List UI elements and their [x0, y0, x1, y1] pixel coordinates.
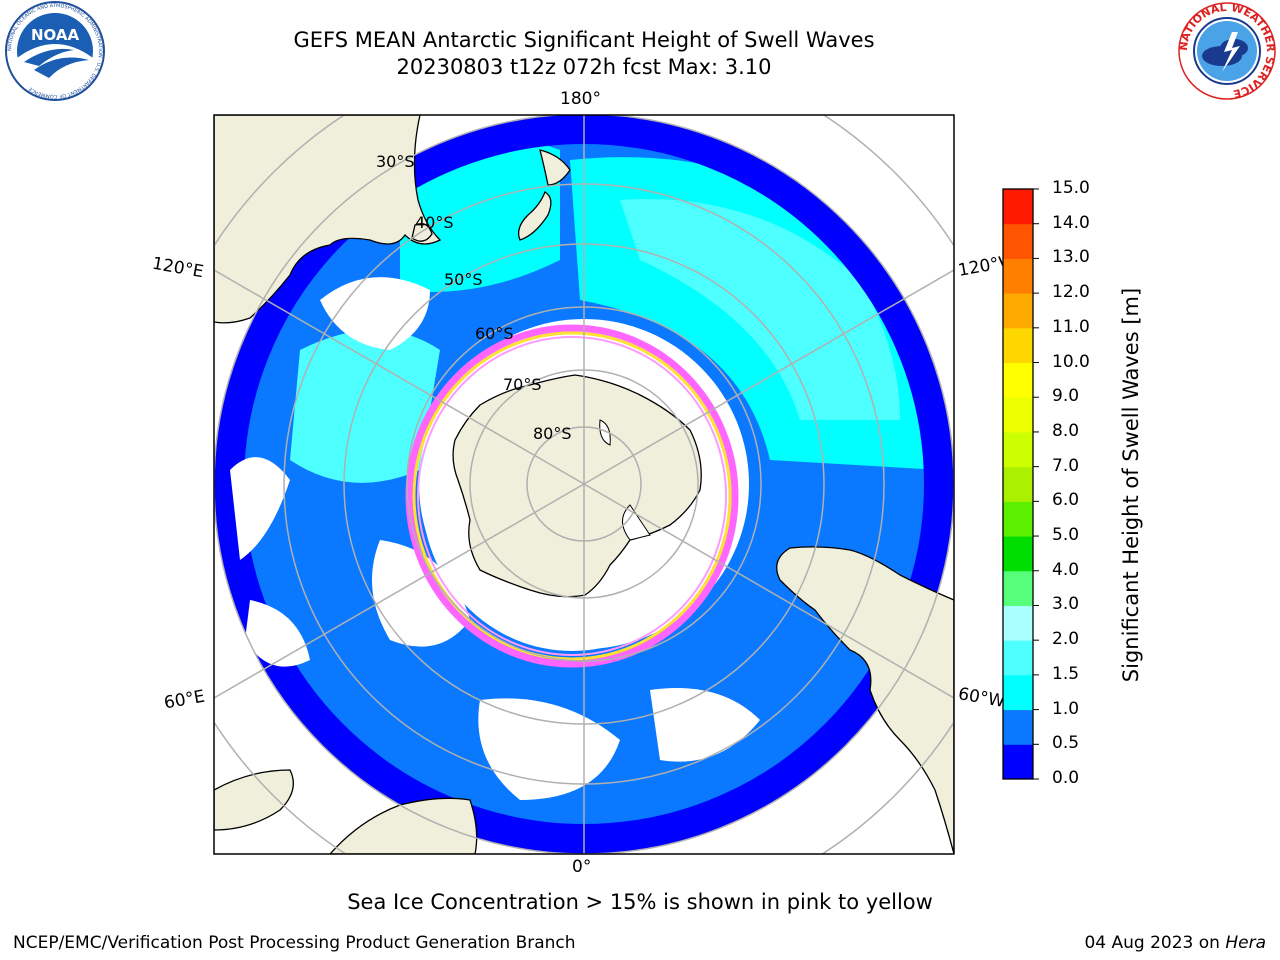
lat-label-50s: 50°S — [444, 270, 483, 289]
lat-label-30s: 30°S — [376, 152, 415, 171]
colorbar-tick-label: 1.0 — [1052, 698, 1080, 719]
national-weather-service-logo-icon: NATIONAL WEATHER SERVICE — [1177, 1, 1277, 101]
colorbar-swatch — [1003, 640, 1033, 676]
colorbar-swatch — [1003, 397, 1033, 433]
noaa-logo-icon: NOAA NATIONAL OCEANIC AND ATMOSPHERIC AD… — [5, 1, 105, 101]
colorbar-swatch — [1003, 327, 1033, 364]
colorbar-swatch — [1003, 431, 1033, 468]
map-title: GEFS MEAN Antarctic Significant Height o… — [293, 28, 875, 52]
lon-label-0: 0° — [572, 857, 592, 877]
colorbar-tick-label: 11.0 — [1052, 316, 1090, 337]
colorbar-tick-label: 8.0 — [1052, 420, 1080, 441]
land-areas — [214, 115, 954, 854]
map-frame — [213, 114, 955, 855]
colorbar-tick-label: 7.0 — [1052, 455, 1080, 476]
lat-label-70s: 70°S — [503, 375, 542, 394]
colorbar-swatch — [1003, 189, 1033, 225]
footer-date: 04 Aug 2023 on Hera — [1084, 933, 1266, 953]
colorbar-tick-label: 2.0 — [1052, 629, 1080, 650]
colorbar-swatch — [1003, 536, 1033, 572]
colorbar-swatch — [1003, 501, 1033, 537]
colorbar-tick-label: 0.5 — [1052, 733, 1080, 754]
noaa-logo-text: NOAA — [31, 26, 80, 44]
graticule — [214, 115, 954, 854]
lat-label-60s: 60°S — [475, 324, 514, 343]
colorbar-tick-label: 3.0 — [1052, 594, 1080, 615]
colorbar-tick-label: 5.0 — [1052, 525, 1080, 546]
colorbar-swatch — [1003, 674, 1033, 711]
colorbar-tick-label: 12.0 — [1052, 282, 1090, 303]
colorbar-tick-label: 0.0 — [1052, 768, 1080, 788]
lat-label-40s: 40°S — [415, 213, 454, 232]
footer-date-text: 04 Aug 2023 on — [1084, 933, 1226, 953]
colorbar-label: Significant Height of Swell Waves [m] — [1119, 287, 1143, 683]
colorbar-swatch — [1003, 258, 1033, 294]
colorbar-tick-label: 10.0 — [1052, 351, 1090, 372]
colorbar-tick-label: 15.0 — [1052, 178, 1090, 198]
colorbar-tick-label: 4.0 — [1052, 559, 1080, 580]
colorbar-swatch — [1003, 466, 1033, 502]
lat-label-80s: 80°S — [533, 424, 572, 443]
colorbar-swatch — [1003, 293, 1033, 329]
colorbar-swatch — [1003, 605, 1033, 641]
colorbar-tick-label: 13.0 — [1052, 247, 1090, 268]
footer-machine: Hera — [1225, 933, 1266, 953]
colorbar-tick-label: 9.0 — [1052, 386, 1080, 407]
sea-ice-note: Sea Ice Concentration > 15% is shown in … — [347, 890, 933, 914]
footer-credit: NCEP/EMC/Verification Post Processing Pr… — [13, 933, 576, 953]
lon-label-180: 180° — [560, 89, 601, 109]
map-subtitle: 20230803 t12z 072h fcst Max: 3.10 — [396, 55, 772, 79]
colorbar-swatch — [1003, 709, 1033, 745]
colorbar-tick-label: 1.5 — [1052, 663, 1080, 684]
colorbar-swatch — [1003, 570, 1033, 606]
colorbar-swatch — [1003, 223, 1033, 259]
colorbar-frame — [1002, 188, 1034, 780]
colorbar-tick-label: 6.0 — [1052, 490, 1080, 511]
colorbar-tick-label: 14.0 — [1052, 212, 1090, 233]
colorbar-swatch — [1003, 744, 1033, 780]
colorbar-swatch — [1003, 362, 1033, 398]
